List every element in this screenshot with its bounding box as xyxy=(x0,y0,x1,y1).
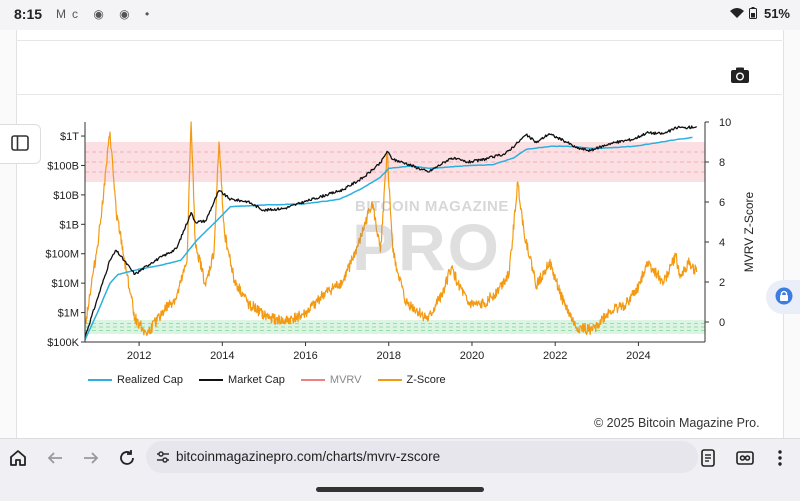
notification-icon-mc: Mc xyxy=(56,7,84,21)
legend-label: Market Cap xyxy=(228,374,285,386)
site-settings-icon[interactable] xyxy=(155,449,171,465)
legend-swatch xyxy=(300,379,325,381)
y2-tick-label: 0 xyxy=(719,317,725,329)
series-lines xyxy=(84,121,698,341)
back-arrow-icon[interactable] xyxy=(45,448,65,468)
y-tick-label: $1M xyxy=(58,308,79,320)
y2-tick-label: 6 xyxy=(719,197,725,209)
y2-tick-label: 4 xyxy=(719,237,725,249)
y-tick-label: $10B xyxy=(53,190,79,202)
lock-person-icon xyxy=(775,287,793,305)
series-line-z-score xyxy=(84,121,698,336)
series-line-realized-cap xyxy=(84,136,693,341)
tab-switcher-icon[interactable] xyxy=(735,448,755,468)
reader-mode-icon[interactable] xyxy=(698,448,718,468)
camera-icon[interactable] xyxy=(730,66,750,84)
legend-item-realized-cap[interactable]: Realized Cap xyxy=(88,374,183,386)
chart-legend: Realized Cap Market Cap MVRV Z-Score xyxy=(88,374,446,386)
legend-label: Realized Cap xyxy=(117,374,184,386)
battery-icon xyxy=(749,7,758,19)
privacy-lock-button[interactable] xyxy=(766,280,800,314)
battery-level: 51% xyxy=(763,6,790,21)
gesture-bar xyxy=(316,487,484,492)
legend-item-mvrv[interactable]: MVRV xyxy=(300,374,362,386)
series-line-market-cap xyxy=(84,125,698,338)
y2-tick-label: 10 xyxy=(719,117,731,129)
y2-axis-title: MVRV Z-Score xyxy=(742,191,756,272)
divider xyxy=(16,40,782,41)
legend-item-zscore[interactable]: Z-Score xyxy=(377,374,446,386)
x-tick-label: 2022 xyxy=(543,350,567,362)
status-bar: 8:15 Mc ◉ ◉ • 51% xyxy=(0,0,800,30)
axes: $100K $1M $10M $100M $1B $10B $100B $1T 0 2 4 6 8 10 M… xyxy=(45,117,756,362)
legend-label: MVRV xyxy=(329,374,362,386)
browser-toolbar: bitcoinmagazinepro.com/charts/mvrv-zscor… xyxy=(0,438,800,501)
y2-tick-label: 8 xyxy=(719,157,725,169)
y-tick-label: $100B xyxy=(47,160,79,172)
x-tick-label: 2016 xyxy=(293,350,317,362)
legend-swatch xyxy=(88,379,112,381)
y-tick-label: $10M xyxy=(51,278,79,290)
divider xyxy=(16,94,782,95)
status-time: 8:15 xyxy=(14,6,43,22)
x-tick-label: 2012 xyxy=(127,350,151,362)
y-tick-label: $100M xyxy=(45,249,79,261)
x-tick-label: 2024 xyxy=(626,350,650,362)
sidebar-toggle-button[interactable] xyxy=(0,124,41,164)
chrome-icon: ◉ xyxy=(93,7,110,21)
forward-arrow-icon[interactable] xyxy=(81,448,101,468)
x-tick-label: 2020 xyxy=(460,350,484,362)
x-tick-label: 2014 xyxy=(210,350,234,362)
address-bar[interactable]: bitcoinmagazinepro.com/charts/mvrv-zscor… xyxy=(146,441,698,473)
legend-swatch xyxy=(377,379,402,381)
reload-icon[interactable] xyxy=(117,448,137,468)
y2-tick-label: 2 xyxy=(719,277,725,289)
y-tick-label: $1B xyxy=(59,219,79,231)
home-icon[interactable] xyxy=(8,448,28,468)
watermark-logo-text: PRO xyxy=(352,210,502,284)
legend-item-market-cap[interactable]: Market Cap xyxy=(199,374,285,386)
y-tick-label: $1T xyxy=(60,131,79,143)
legend-swatch xyxy=(199,379,224,381)
dot-icon: • xyxy=(145,7,156,21)
more-vert-icon[interactable] xyxy=(770,448,790,468)
chrome-icon: ◉ xyxy=(119,7,136,21)
copyright-text: © 2025 Bitcoin Magazine Pro. xyxy=(594,416,760,430)
notification-icons: Mc ◉ ◉ • xyxy=(56,7,155,21)
url-text: bitcoinmagazinepro.com/charts/mvrv-zscor… xyxy=(176,449,441,464)
watermark-text: BITCOIN MAGAZINE xyxy=(355,198,509,215)
legend-label: Z-Score xyxy=(406,374,446,386)
wifi-icon xyxy=(729,8,744,18)
sidebar-icon xyxy=(11,135,29,151)
x-tick-label: 2018 xyxy=(377,350,401,362)
page-panel xyxy=(16,30,784,438)
y-tick-label: $100K xyxy=(47,337,79,349)
status-right: 51% xyxy=(729,6,790,21)
